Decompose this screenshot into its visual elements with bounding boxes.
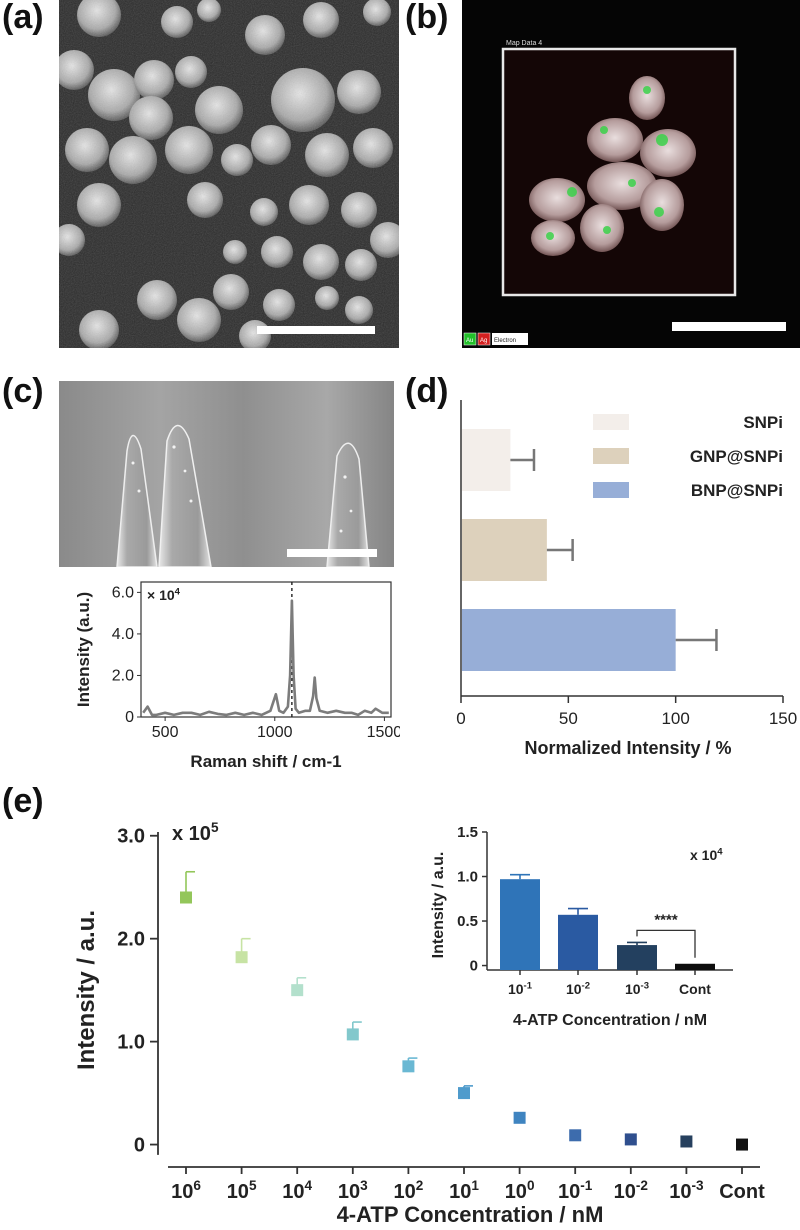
significance-label: ****: [654, 911, 678, 928]
raman-spectrum-chart: 500 1000 1500 0 2.0 4.0 6.0 × 104 Raman shift / …: [74, 581, 400, 771]
e-y-tick-label: 0: [134, 1135, 145, 1157]
e-x-tick-label: 10-1: [558, 1178, 593, 1203]
inset-multiplier: x 104: [690, 846, 723, 863]
x-tick-label: 500: [152, 724, 179, 741]
sem-nanoparticles: [59, 0, 399, 348]
panel-e-label: (e): [2, 782, 44, 820]
e-data-point: [569, 1129, 582, 1142]
scale-bar-b: [672, 322, 786, 331]
y-tick-label: 6.0: [112, 584, 134, 601]
panel-b-label: (b): [405, 0, 449, 36]
eds-legend: Au Ag Electron: [463, 332, 528, 346]
e-x-tick-label: 10-2: [614, 1178, 649, 1203]
e-x-tick-label: 104: [282, 1178, 312, 1203]
inset-y-tick-label: 1.0: [457, 869, 478, 886]
inset-y-tick-label: 1.5: [457, 824, 478, 841]
d-x-tick-label: 0: [456, 709, 465, 728]
inset-bar: [617, 945, 657, 970]
scale-bar-c: [287, 549, 377, 557]
eds-map: Map Data 4 Au Ag Electron: [462, 0, 800, 348]
e-data-point: [736, 1138, 748, 1151]
inset-x-tick-label: Cont: [679, 981, 711, 997]
e-x-axis-label: 4-ATP Concentration / nM: [337, 1202, 604, 1227]
inset-x-tick-label: 10-1: [508, 980, 533, 997]
panel-d-label: (d): [405, 372, 449, 410]
y-tick-label: 4.0: [112, 626, 134, 643]
e-x-tick-label: 100: [505, 1178, 535, 1203]
legend-label: SNPi: [743, 413, 783, 432]
x-tick-label: 1500: [367, 724, 400, 741]
inset-y-tick-label: 0: [470, 958, 478, 975]
svg-text:Electron: Electron: [494, 338, 516, 344]
spectrum-multiplier: × 104: [147, 586, 181, 603]
panel-c-label: (c): [2, 372, 44, 410]
sem-pillars: [59, 381, 394, 567]
e-data-point: [402, 1060, 415, 1073]
inset-y-axis-label: Intensity / a.u.: [430, 852, 447, 959]
panel-a-label: (a): [2, 0, 44, 36]
e-data-point: [235, 951, 248, 964]
spectrum-x-axis-label: Raman shift / cm-1: [190, 752, 341, 771]
spectrum-y-axis-label: Intensity (a.u.): [74, 592, 93, 707]
e-y-axis-label: Intensity / a.u.: [73, 910, 100, 1070]
e-y-tick-label: 1.0: [117, 1032, 145, 1054]
d-x-axis-label: Normalized Intensity / %: [524, 738, 731, 758]
inset-x-tick-label: 10-3: [625, 980, 649, 997]
e-multiplier: x 105: [172, 820, 219, 845]
e-data-point: [458, 1087, 470, 1100]
e-data-point: [680, 1135, 693, 1148]
inset-x-tick-label: 10-2: [566, 980, 590, 997]
eds-map-image-b: Map Data 4 Au Ag Electron: [462, 0, 800, 348]
svg-text:Ag: Ag: [480, 338, 487, 344]
sem-image-c: [59, 381, 394, 567]
e-x-tick-label: 103: [338, 1178, 368, 1203]
e-data-point: [291, 984, 304, 997]
bar-snpi: [462, 429, 511, 491]
e-y-tick-label: 2.0: [117, 929, 145, 951]
d-x-tick-label: 150: [769, 709, 797, 728]
e-y-tick-label: 3.0: [117, 826, 145, 848]
e-x-tick-label: Cont: [719, 1181, 765, 1203]
map-title: Map Data 4: [506, 40, 542, 47]
normalized-intensity-chart: 0 50 100 150 SNPi GNP@SNPi BNP@SNPi Normalized …: [456, 400, 797, 758]
e-x-tick-label: 101: [449, 1178, 479, 1203]
bar-bnp-at-snpi: [462, 609, 676, 671]
d-x-tick-label: 100: [661, 709, 689, 728]
e-x-tick-label: 10-3: [669, 1178, 704, 1203]
sem-image-a: [59, 0, 399, 348]
legend-swatch: [593, 448, 629, 464]
inset-bar: [675, 963, 715, 970]
scale-bar-a: [257, 326, 375, 334]
e-x-tick-label: 102: [393, 1178, 423, 1203]
y-tick-label: 0: [125, 709, 134, 726]
inset-bar: [558, 914, 598, 970]
spectrum-frame: [140, 581, 392, 718]
legend-label: BNP@SNPi: [691, 481, 783, 500]
spectrum-line: [142, 599, 389, 717]
e-data-point: [624, 1133, 637, 1146]
inset-bar: [500, 879, 540, 970]
e-x-tick-label: 105: [227, 1178, 257, 1203]
bar-gnp-at-snpi: [462, 519, 547, 581]
legend-label: GNP@SNPi: [690, 447, 783, 466]
inset-x-axis-label: 4-ATP Concentration / nM: [513, 1012, 707, 1029]
concentration-chart: 0 1.0 2.0 3.0 106 105 104 103 102 101 100 10-1 10-2 1…: [73, 820, 765, 1227]
e-data-point: [346, 1028, 359, 1041]
legend-swatch: [593, 414, 629, 430]
x-tick-label: 1000: [257, 724, 293, 741]
inset-y-tick-label: 0.5: [457, 913, 478, 930]
d-x-tick-label: 50: [559, 709, 578, 728]
e-data-point: [180, 891, 192, 904]
e-data-point: [513, 1111, 526, 1124]
e-x-tick-label: 106: [171, 1178, 201, 1203]
significance-bracket: [636, 929, 696, 958]
legend-swatch: [593, 482, 629, 498]
y-tick-label: 2.0: [112, 667, 134, 684]
svg-text:Au: Au: [466, 338, 473, 344]
